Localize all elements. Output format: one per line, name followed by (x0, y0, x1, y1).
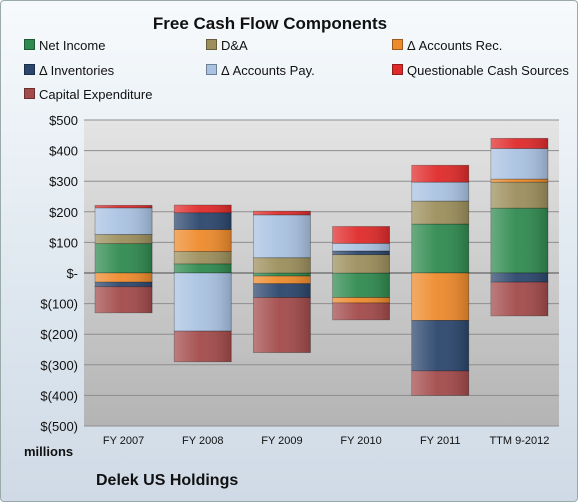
bar-segment-shading (174, 212, 232, 230)
company-name: Delek US Holdings (96, 472, 239, 489)
legend-item-da: D&A (206, 38, 248, 53)
legend-swatch (392, 64, 403, 75)
bar-segment-shading (95, 273, 153, 283)
bar-segment-shading (332, 273, 390, 298)
bar-segment-shading (490, 179, 548, 183)
y-unit-label: millions (24, 444, 74, 459)
legend-swatch (24, 64, 35, 75)
bar-segment-shading (174, 251, 232, 264)
x-tick-label: FY 2008 (182, 435, 223, 447)
legend-label: Δ Accounts Pay. (221, 63, 315, 78)
bar-segment-shading (332, 254, 390, 273)
bar-segment-shading (174, 229, 232, 252)
y-tick-label: $300 (49, 174, 78, 189)
y-tick-label: $400 (49, 144, 78, 159)
bars (94, 137, 549, 396)
x-tick-label: FY 2010 (340, 435, 381, 447)
x-tick-label: FY 2011 (420, 435, 461, 447)
bar-segment-shading (411, 201, 469, 225)
y-tick-label: $(100) (40, 297, 78, 312)
bar-segment-shading (253, 257, 311, 273)
bar-segment-shading (95, 234, 153, 244)
bar-segment-shading (95, 205, 153, 208)
y-tick-label: $(400) (40, 388, 78, 403)
bar-segment-shading (411, 320, 469, 371)
bar-segment-shading (411, 273, 469, 321)
legend-item-inventories: Δ Inventories (24, 63, 114, 78)
bar-segment-shading (253, 214, 311, 258)
y-tick-label: $- (66, 266, 78, 281)
y-tick-label: $(500) (40, 419, 78, 434)
bar-segment-shading (332, 226, 390, 244)
bar-segment-shading (332, 250, 390, 255)
y-tick-label: $200 (49, 205, 78, 220)
bar-segment-shading (174, 273, 232, 332)
legend-swatch (24, 88, 35, 99)
bar-segment-shading (490, 208, 548, 273)
bar-segment-shading (253, 211, 311, 215)
legend-swatch (392, 39, 403, 50)
bar-segment-shading (411, 182, 469, 202)
y-axis-ticks: $500 $400 $300 $200 $100 $- $(100) $(200) $(300)… (40, 113, 78, 434)
legend-swatch (206, 39, 217, 50)
bar-segment-shading (332, 302, 390, 320)
bar-segment-shading (174, 263, 232, 273)
bar-segment-shading (95, 282, 153, 287)
bar-segment-shading (95, 207, 153, 235)
x-tick-label: TTM 9-2012 (489, 435, 549, 447)
bar-segment-shading (253, 283, 311, 298)
bar-segment-shading (95, 243, 153, 273)
legend-label: Capital Expenditure (39, 87, 153, 102)
bar-segment-shading (174, 331, 232, 362)
bar-segment-shading (332, 297, 390, 303)
y-tick-label: $(200) (40, 327, 78, 342)
chart-title: Free Cash Flow Components (152, 14, 388, 33)
x-tick-label: FY 2009 (261, 435, 302, 447)
y-tick-label: $(300) (40, 358, 78, 373)
legend-label: Δ Inventories (39, 63, 115, 78)
legend-label: Questionable Cash Sources (407, 63, 569, 78)
bar-segment-shading (411, 224, 469, 273)
bar-segment-shading (411, 165, 469, 183)
legend-item-net-income: Net Income (24, 38, 105, 53)
legend-item-accounts-rec: Δ Accounts Rec. (392, 38, 502, 53)
x-axis-ticks: FY 2007 FY 2008 FY 2009 FY 2010 FY 2011 TTM 9… (103, 435, 549, 447)
legend-label: Net Income (39, 38, 106, 53)
bar-segment-shading (490, 273, 548, 283)
bar-segment-shading (95, 286, 153, 313)
bar-segment-shading (174, 205, 232, 213)
bar-segment-shading (253, 276, 311, 284)
bar-segment-shading (490, 138, 548, 149)
legend-swatch (24, 39, 35, 50)
bar-segment-shading (253, 273, 311, 277)
gridlines (84, 119, 559, 427)
bar-segment-shading (490, 282, 548, 316)
legend-swatch (206, 64, 217, 75)
legend-item-accounts-pay: Δ Accounts Pay. (206, 63, 315, 78)
legend-item-questionable-cash: Questionable Cash Sources (392, 63, 569, 78)
legend-label: D&A (221, 38, 248, 53)
legend-item-capex: Capital Expenditure (24, 87, 152, 102)
bar-segment-shading (411, 370, 469, 396)
legend-label: Δ Accounts Rec. (407, 38, 503, 53)
bar-segment-shading (490, 182, 548, 209)
bar-segment-shading (332, 243, 390, 251)
x-tick-label: FY 2007 (103, 435, 144, 447)
bar-segment-shading (490, 148, 548, 180)
bar-segment-shading (253, 297, 311, 353)
y-tick-label: $100 (49, 235, 78, 250)
y-tick-label: $500 (49, 113, 78, 128)
